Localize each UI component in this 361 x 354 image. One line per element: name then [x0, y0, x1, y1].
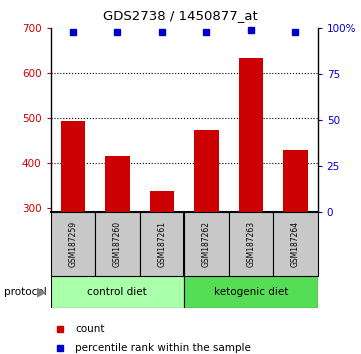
Text: control diet: control diet [87, 287, 147, 297]
Bar [105, 156, 130, 212]
Bar [51, 212, 95, 276]
Bar [140, 212, 184, 276]
Text: ketogenic diet: ketogenic diet [214, 287, 288, 297]
Bar [184, 276, 318, 308]
Bar [61, 121, 85, 212]
Bar [229, 212, 273, 276]
Text: protocol: protocol [4, 287, 46, 297]
Text: count: count [75, 324, 105, 333]
Bar [184, 212, 229, 276]
Bar [283, 150, 308, 212]
Text: GSM187259: GSM187259 [68, 221, 77, 267]
Text: percentile rank within the sample: percentile rank within the sample [75, 343, 251, 353]
Text: GSM187264: GSM187264 [291, 221, 300, 267]
Bar [51, 276, 184, 308]
Bar [194, 130, 219, 212]
Text: GDS2738 / 1450877_at: GDS2738 / 1450877_at [103, 9, 258, 22]
Text: GSM187262: GSM187262 [202, 221, 211, 267]
Bar [273, 212, 318, 276]
Bar [95, 212, 140, 276]
Text: ▶: ▶ [37, 286, 46, 298]
Text: GSM187263: GSM187263 [247, 221, 255, 267]
Bar [149, 191, 174, 212]
Bar [239, 57, 263, 212]
Text: GSM187260: GSM187260 [113, 221, 122, 267]
Text: GSM187261: GSM187261 [157, 221, 166, 267]
